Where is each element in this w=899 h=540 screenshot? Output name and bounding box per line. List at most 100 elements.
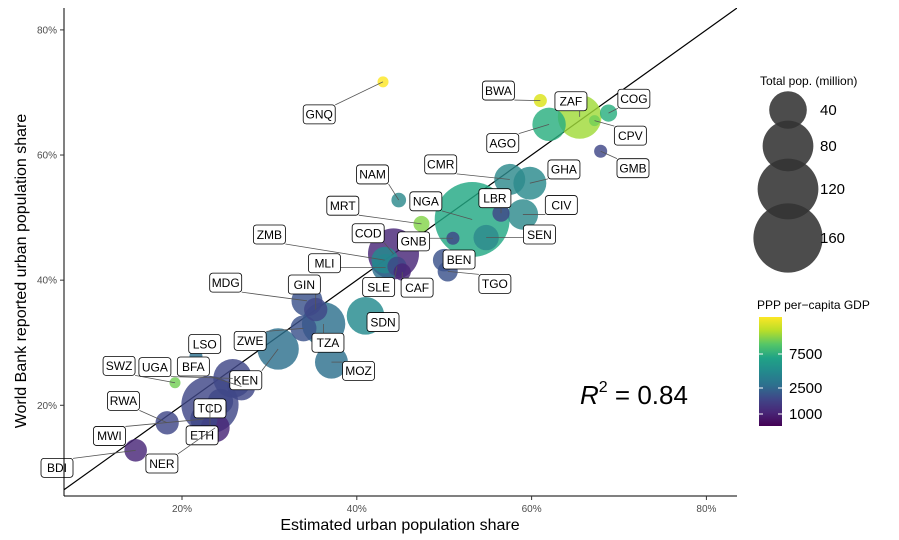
color-legend: PPP per−capita GDP 7500 2500 1000	[757, 298, 870, 426]
label-zaf: ZAF	[560, 95, 583, 109]
label-mrt: MRT	[330, 199, 356, 213]
leader-line-zwe	[266, 327, 304, 332]
leader-line-sle	[394, 266, 398, 278]
label-bwa: BWA	[485, 84, 512, 98]
leader-line-zmb	[285, 243, 385, 261]
label-ken: KEN	[233, 374, 258, 388]
label-cod: COD	[355, 227, 382, 241]
y-tick-label: 80%	[37, 25, 57, 36]
size-legend-label: 40	[820, 102, 837, 119]
leader-line-gha	[529, 178, 549, 184]
color-legend-label: 2500	[789, 380, 822, 397]
label-gin: GIN	[294, 278, 315, 292]
label-box-bfa	[176, 356, 210, 377]
size-legend: Total pop. (million) 40 80 120 160	[753, 74, 857, 273]
label-box-mwi	[93, 426, 126, 446]
leader-line-bwa	[514, 99, 541, 101]
size-legend-key	[762, 120, 814, 172]
label-swz: SWZ	[106, 359, 133, 373]
size-legend-title: Total pop. (million)	[760, 74, 857, 88]
label-nam: NAM	[359, 168, 386, 182]
r-squared-annotation: R2 = 0.84	[580, 379, 688, 410]
x-axis: 20% 40% 60% 80%	[64, 495, 737, 515]
label-caf: CAF	[405, 281, 429, 295]
label-mli: MLI	[314, 257, 334, 271]
label-box-zwe	[233, 330, 267, 351]
label-bfa: BFA	[182, 360, 205, 374]
label-box-gnq	[302, 104, 336, 125]
color-legend-label: 1000	[789, 406, 822, 423]
size-legend-label: 120	[820, 181, 845, 198]
label-box-swz	[102, 355, 136, 376]
leader-line-uga	[170, 376, 233, 379]
label-gnb: GNB	[401, 235, 427, 249]
label-box-mli	[308, 253, 341, 274]
label-box-nam	[356, 164, 389, 185]
label-box-nga	[409, 191, 443, 212]
size-legend-label: 160	[820, 230, 845, 247]
leader-line-gmb	[600, 150, 618, 160]
label-box-gin	[287, 274, 321, 295]
label-gnq: GNQ	[306, 108, 333, 122]
x-tick-label: 60%	[522, 504, 542, 515]
label-mdg: MDG	[212, 276, 240, 290]
label-box-mdg	[209, 272, 243, 293]
label-box-civ	[544, 195, 578, 215]
label-box-rwa	[107, 391, 140, 411]
leader-line-rwa	[139, 410, 168, 424]
label-box-mrt	[326, 195, 360, 216]
label-box-uga	[138, 357, 172, 378]
label-box-gha	[547, 159, 581, 180]
label-box-sen	[523, 224, 556, 245]
leader-line-bfa	[209, 375, 242, 387]
point-bwa	[533, 94, 547, 108]
label-uga: UGA	[142, 360, 168, 374]
label-box-zaf	[554, 91, 588, 112]
label-box-ben	[442, 249, 476, 270]
leader-line-gnq	[335, 81, 384, 106]
color-legend-label: 7500	[789, 346, 822, 363]
leader-line-cod	[383, 242, 394, 255]
color-legend-title: PPP per−capita GDP	[757, 298, 870, 312]
label-box-sle	[362, 277, 396, 297]
label-box-caf	[400, 277, 434, 298]
label-ner: NER	[149, 457, 175, 471]
label-box-ner	[145, 453, 179, 474]
label-zwe: ZWE	[237, 334, 264, 348]
label-ago: AGO	[489, 136, 516, 150]
label-box-gnb	[397, 231, 431, 252]
label-sdn: SDN	[370, 315, 395, 329]
label-box-lbr	[478, 188, 512, 209]
label-box-bdi	[40, 457, 74, 478]
leader-line-ner	[177, 427, 216, 455]
label-sle: SLE	[367, 280, 390, 294]
label-box-ago	[486, 133, 520, 154]
y-axis: 20% 40% 60% 80%	[37, 8, 65, 496]
y-tick-label: 60%	[37, 151, 57, 162]
leader-line-cpv	[594, 120, 615, 127]
x-tick-label: 80%	[696, 504, 716, 515]
leader-line-ago	[518, 123, 550, 135]
label-gmb: GMB	[619, 161, 646, 175]
color-legend-bar	[759, 317, 782, 426]
point-gnb	[446, 231, 460, 245]
label-cog: COG	[620, 92, 647, 106]
leader-line-cmr	[456, 173, 510, 180]
leader-line-cog	[608, 107, 619, 114]
leader-line-nga	[441, 210, 473, 220]
leader-line-mdg	[241, 291, 308, 302]
label-box-lso	[188, 334, 222, 354]
size-legend-key	[753, 203, 823, 273]
point-lbr	[492, 204, 510, 222]
label-box-cog	[617, 88, 651, 109]
label-box-tza	[311, 332, 345, 353]
label-eth: ETH	[190, 429, 214, 443]
label-nga: NGA	[413, 195, 439, 209]
label-box-bwa	[481, 80, 515, 101]
label-civ: CIV	[551, 198, 571, 212]
label-lso: LSO	[193, 337, 217, 351]
leader-line-mrt	[358, 214, 422, 225]
plot-area: GNQ BWA ZAF COG CPV AGO GMB CMR GHA NAM NGA LBR CIV M…	[40, 8, 737, 491]
leader-line-ken	[261, 348, 279, 371]
label-moz: MOZ	[345, 364, 372, 378]
